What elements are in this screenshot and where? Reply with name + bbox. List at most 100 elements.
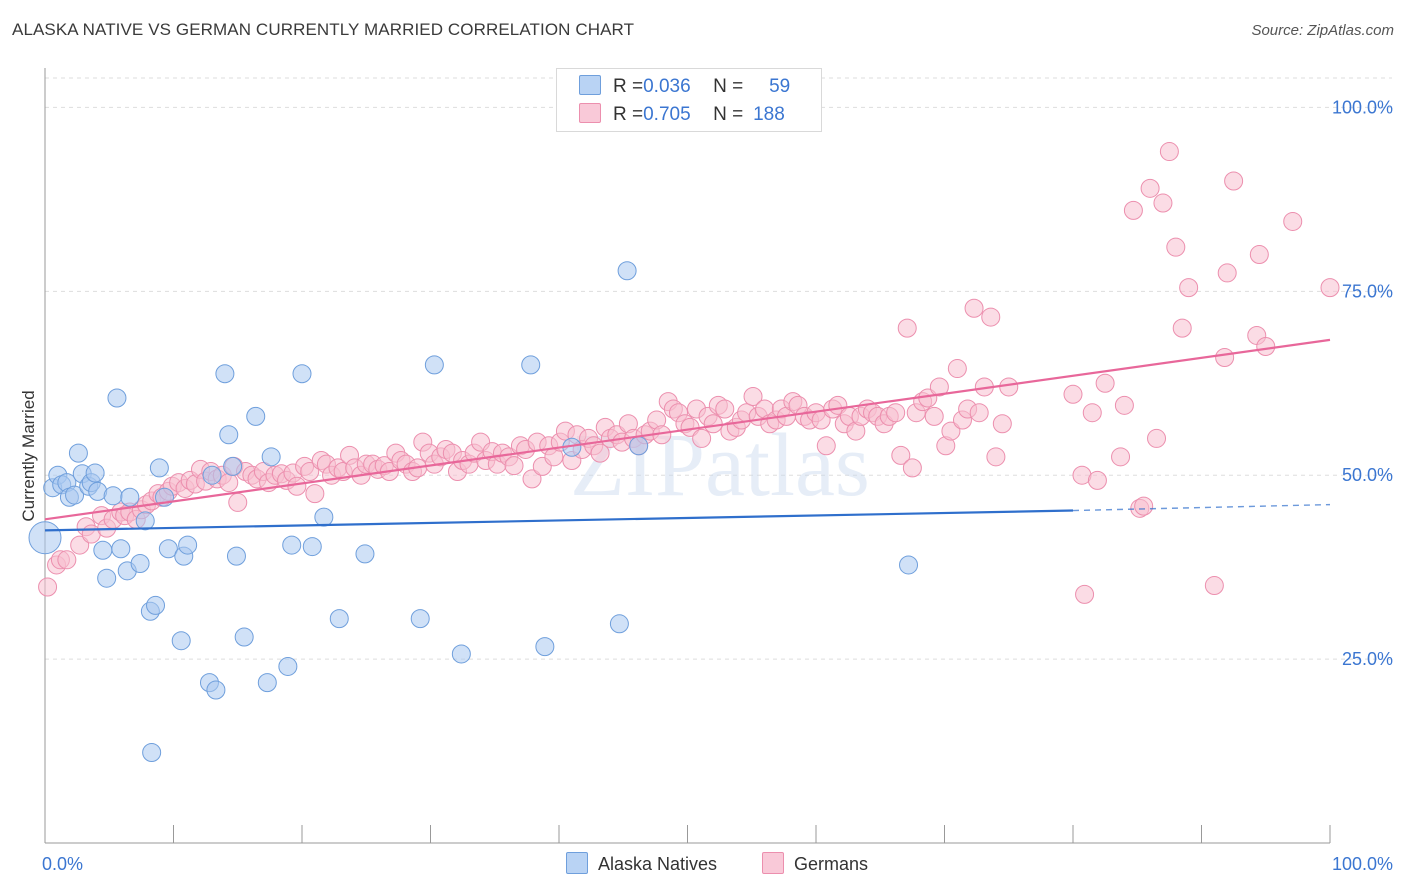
legend-row-alaska: R = 0.036 N = 59 — [579, 75, 790, 97]
x-tick-labels: 0.0% 100.0% — [42, 854, 1393, 874]
data-point-germans — [1204, 576, 1224, 596]
data-point-alaska-natives — [282, 535, 302, 555]
n-label: N = — [713, 76, 744, 97]
data-point-alaska-natives — [234, 627, 254, 647]
x-tick-label-max: 100.0% — [1332, 854, 1393, 874]
data-point-alaska-natives — [146, 595, 166, 615]
data-point-alaska-natives — [246, 406, 266, 426]
data-point-germans — [969, 403, 989, 423]
data-point-alaska-natives — [617, 261, 637, 281]
data-point-germans — [947, 359, 967, 379]
data-point-alaska-natives — [120, 487, 140, 507]
germans-points — [38, 142, 1340, 604]
data-point-germans — [1224, 171, 1244, 191]
data-point-alaska-natives — [257, 673, 277, 693]
r-label: R = — [613, 104, 644, 125]
data-point-germans — [38, 577, 58, 597]
data-point-alaska-natives — [899, 555, 919, 575]
data-point-germans — [1172, 318, 1192, 338]
data-point-germans — [1075, 584, 1095, 604]
data-point-germans — [999, 377, 1019, 397]
data-point-alaska-natives — [142, 743, 162, 763]
data-point-germans — [305, 484, 325, 504]
grid-lines — [45, 77, 1392, 660]
data-point-germans — [1147, 428, 1167, 448]
data-point-germans — [1153, 193, 1173, 213]
data-point-alaska-natives — [28, 521, 62, 555]
data-point-germans — [715, 399, 735, 419]
n-value: 188 — [753, 104, 785, 125]
data-point-germans — [504, 456, 524, 476]
data-point-germans — [986, 447, 1006, 467]
y-tick-label: 25.0% — [1342, 649, 1393, 669]
data-point-germans — [897, 318, 917, 338]
legend-label: Germans — [794, 854, 869, 874]
r-label: R = — [613, 76, 644, 97]
data-point-germans — [1320, 278, 1340, 298]
trend-line-germans — [44, 338, 1331, 521]
data-point-alaska-natives — [97, 568, 117, 588]
data-point-germans — [924, 406, 944, 426]
data-point-germans — [1123, 200, 1143, 220]
data-point-alaska-natives — [202, 465, 222, 485]
data-point-germans — [1179, 278, 1199, 298]
data-point-alaska-natives — [149, 458, 169, 478]
data-point-alaska-natives — [135, 511, 155, 531]
data-point-alaska-natives — [278, 656, 298, 676]
data-point-germans — [228, 492, 248, 512]
data-point-alaska-natives — [206, 680, 226, 700]
data-point-germans — [692, 428, 712, 448]
source-credit: Source: ZipAtlas.com — [1251, 22, 1394, 39]
data-point-alaska-natives — [103, 486, 123, 506]
data-point-germans — [1140, 178, 1160, 198]
data-point-germans — [941, 421, 961, 441]
data-point-germans — [703, 414, 723, 434]
y-tick-label: 75.0% — [1342, 281, 1393, 301]
data-point-germans — [1063, 384, 1083, 404]
data-point-alaska-natives — [410, 609, 430, 629]
data-point-alaska-natives — [68, 443, 88, 463]
data-point-alaska-natives — [215, 364, 235, 384]
r-value: 0.705 — [643, 104, 691, 125]
trend-line-alaska-natives-extension — [1072, 503, 1331, 512]
data-point-germans — [1111, 447, 1131, 467]
trend-line-alaska-natives — [44, 509, 1074, 532]
y-tick-labels: 25.0% 50.0% 75.0% 100.0% — [1332, 97, 1393, 669]
data-point-germans — [1114, 395, 1134, 415]
data-point-germans — [902, 458, 922, 478]
legend-item-germans[interactable]: Germans — [762, 852, 868, 875]
data-point-germans — [1134, 496, 1154, 516]
legend-swatch-blue — [566, 852, 588, 874]
data-point-alaska-natives — [629, 436, 649, 456]
data-point-alaska-natives — [261, 447, 281, 467]
data-point-alaska-natives — [451, 644, 471, 664]
data-point-alaska-natives — [93, 540, 113, 560]
data-point-germans — [1087, 470, 1107, 490]
data-point-alaska-natives — [111, 539, 131, 559]
data-point-germans — [219, 473, 239, 493]
data-point-germans — [981, 307, 1001, 327]
data-point-alaska-natives — [107, 388, 127, 408]
legend-item-alaska-natives[interactable]: Alaska Natives — [566, 852, 717, 875]
series-legend: Alaska Natives Germans — [0, 852, 1406, 878]
data-point-alaska-natives — [178, 535, 198, 555]
legend-swatch-pink — [579, 103, 601, 123]
trend-lines — [44, 338, 1331, 532]
data-point-alaska-natives — [424, 355, 444, 375]
axes — [44, 68, 1331, 844]
data-point-alaska-natives — [158, 539, 178, 559]
data-point-germans — [816, 436, 836, 456]
alaska-natives-points — [28, 261, 919, 763]
y-axis-label: Currently Married — [19, 390, 38, 521]
n-value: 59 — [769, 76, 791, 97]
data-point-germans — [929, 377, 949, 397]
data-point-germans — [1217, 263, 1237, 283]
data-point-germans — [1283, 211, 1303, 231]
data-point-alaska-natives — [329, 609, 349, 629]
data-point-germans — [1082, 403, 1102, 423]
data-point-germans — [992, 414, 1012, 434]
data-point-germans — [743, 387, 763, 407]
data-point-alaska-natives — [219, 425, 239, 445]
data-point-germans — [891, 445, 911, 465]
